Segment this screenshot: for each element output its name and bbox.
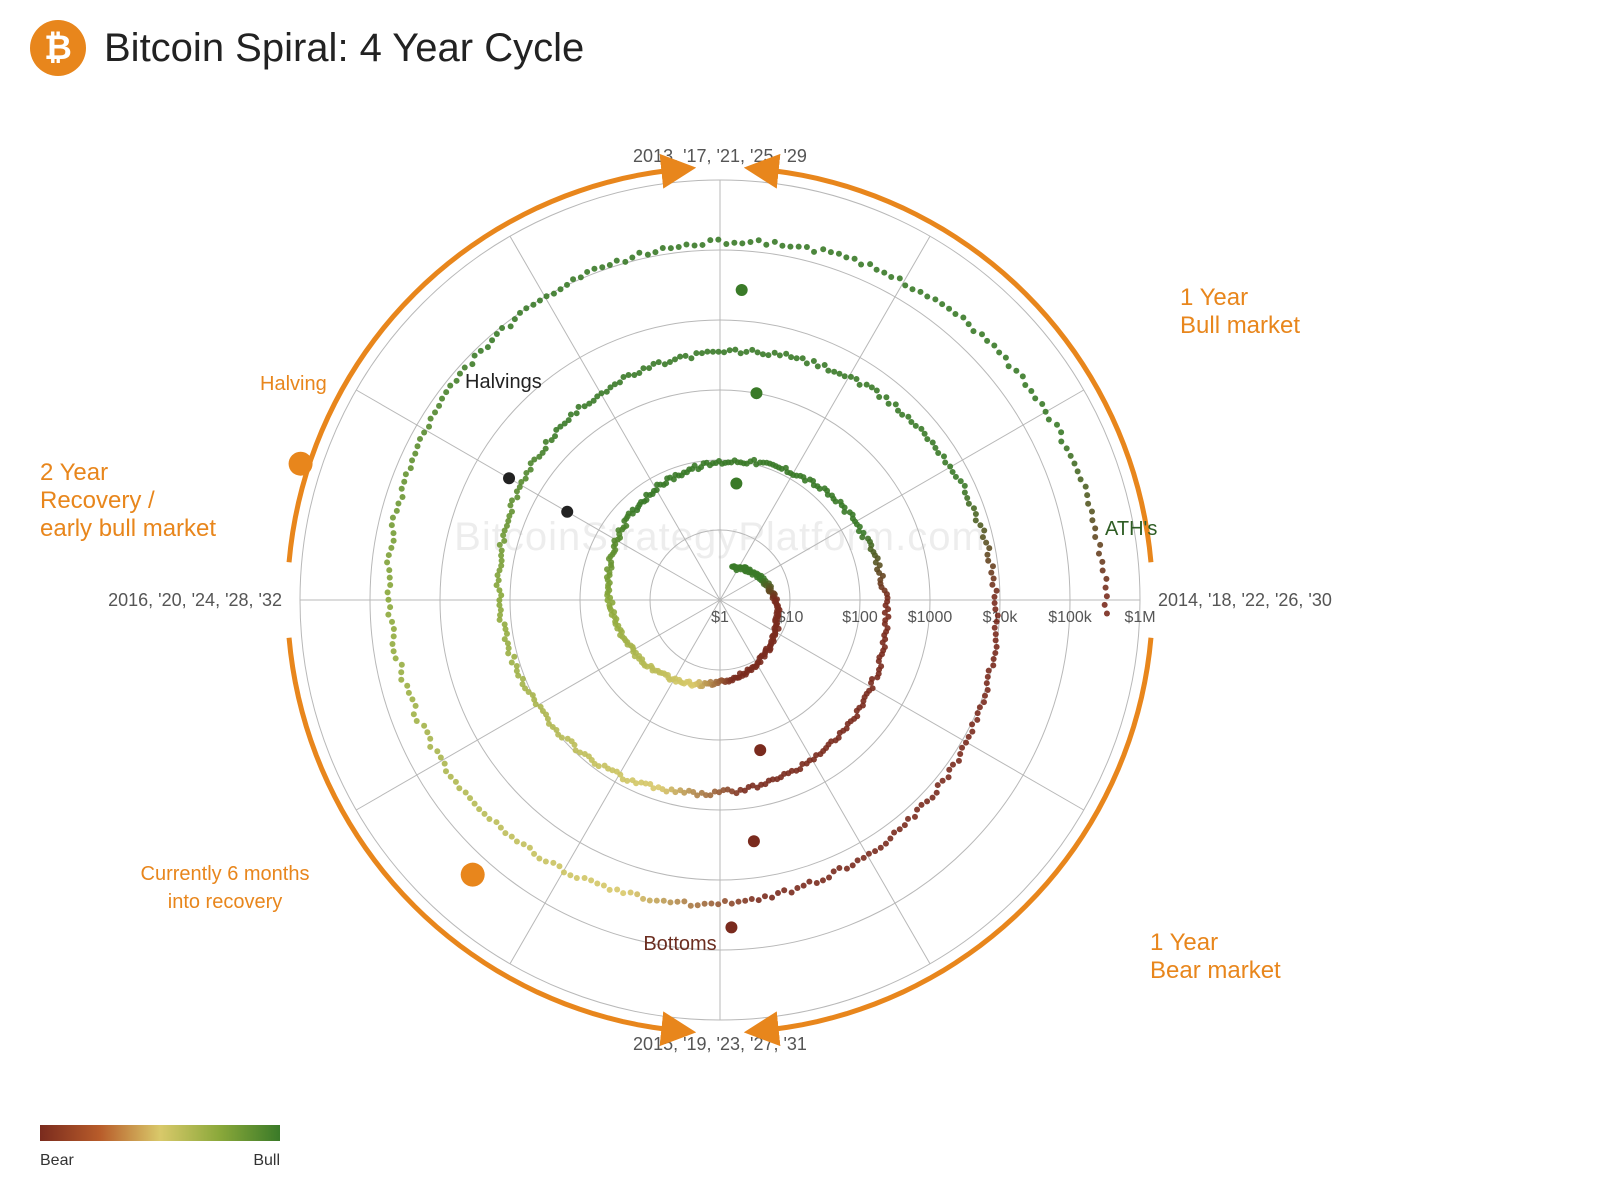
legend-left: Bear xyxy=(40,1152,74,1170)
svg-text:$100k: $100k xyxy=(1048,609,1093,626)
svg-text:$1M: $1M xyxy=(1124,609,1155,626)
svg-text:$100: $100 xyxy=(842,609,878,626)
bitcoin-icon: ₿ xyxy=(30,20,86,76)
svg-text:Halving: Halving xyxy=(260,373,327,395)
title-row: ₿ Bitcoin Spiral: 4 Year Cycle xyxy=(30,20,584,76)
chart-svg: $1$10$100$1000$10k$100k$1M2013, '17, '21… xyxy=(0,80,1600,1160)
svg-text:$10k: $10k xyxy=(983,609,1019,626)
svg-text:2015, '19, '23, '27, '31: 2015, '19, '23, '27, '31 xyxy=(633,1034,807,1054)
svg-text:$1000: $1000 xyxy=(908,609,953,626)
svg-text:2014, '18, '22, '26, '30: 2014, '18, '22, '26, '30 xyxy=(1158,590,1332,610)
legend-right: Bull xyxy=(253,1152,280,1170)
svg-text:Currently 6 monthsinto recover: Currently 6 monthsinto recovery xyxy=(141,863,310,913)
svg-text:ATH's: ATH's xyxy=(1105,518,1157,540)
legend-gradient xyxy=(40,1125,280,1141)
svg-text:1 YearBull market: 1 YearBull market xyxy=(1180,284,1300,339)
bitcoin-glyph: ₿ xyxy=(44,29,72,68)
legend: STH Cost Basis Z-Score Bear Bull xyxy=(40,1125,300,1170)
svg-text:2013, '17, '21, '25, '29: 2013, '17, '21, '25, '29 xyxy=(633,146,807,166)
svg-text:BitcoinStrategyPlatform.com: BitcoinStrategyPlatform.com xyxy=(454,515,986,559)
legend-labels: Bear Bull xyxy=(40,1152,280,1170)
svg-text:Halvings: Halvings xyxy=(465,371,542,393)
svg-text:2016, '20, '24, '28, '32: 2016, '20, '24, '28, '32 xyxy=(108,590,282,610)
svg-text:$1: $1 xyxy=(711,609,729,626)
svg-text:2 YearRecovery /early bull mar: 2 YearRecovery /early bull market xyxy=(40,459,216,542)
page-title: Bitcoin Spiral: 4 Year Cycle xyxy=(104,26,584,71)
spiral-chart: $1$10$100$1000$10k$100k$1M2013, '17, '21… xyxy=(0,80,1600,1160)
svg-text:1 YearBear market: 1 YearBear market xyxy=(1150,929,1281,984)
svg-text:Bottoms: Bottoms xyxy=(643,933,716,955)
